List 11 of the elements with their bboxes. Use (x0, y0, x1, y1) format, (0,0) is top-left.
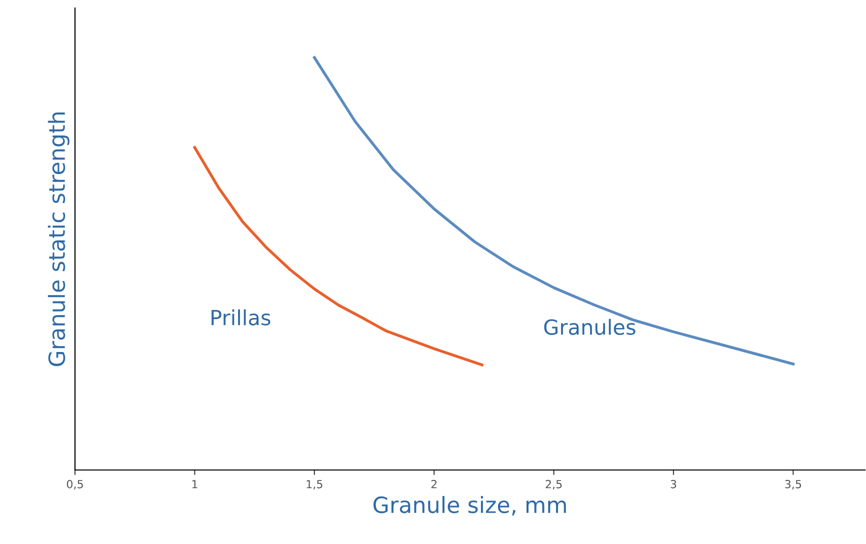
x-tick-label: 2 (431, 480, 437, 488)
x-tick-label: 1,5 (306, 480, 322, 490)
x-tick-label: 0,5 (66, 480, 83, 490)
x-tick-label: 3,5 (785, 480, 802, 490)
text: Prillas (212, 309, 270, 326)
series-label: Granules (544, 318, 636, 335)
y-axis-title: Granule static strength (48, 112, 70, 366)
x-tick-label: 1 (192, 480, 198, 488)
x-tick-label: 3 (670, 480, 676, 488)
x-axis-title: Granule size, mm (373, 496, 566, 516)
x-tick-label: 2,5 (546, 480, 562, 490)
